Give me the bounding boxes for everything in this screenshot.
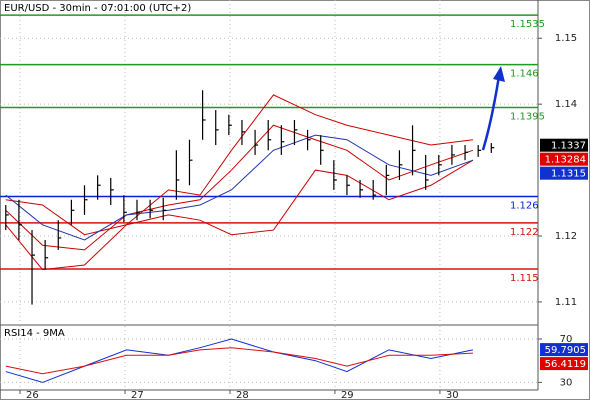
series-line <box>5 347 473 375</box>
x-tick-label: 29 <box>341 390 354 400</box>
price-tag <box>540 343 588 357</box>
series-line <box>5 159 474 271</box>
price-tag-label: 1.13284 <box>545 155 586 166</box>
rsi-title: RSI14 - 9MA <box>4 328 65 339</box>
series-line <box>5 124 474 251</box>
price-tag <box>540 357 588 371</box>
price-tag-label: 59.7905 <box>545 345 586 356</box>
y-tick-label: 70 <box>560 334 573 345</box>
y-tick-label: 1.11 <box>555 297 577 308</box>
series-line <box>5 134 474 241</box>
level-label: 1.1535 <box>510 19 545 30</box>
x-tick-label: 27 <box>131 390 144 400</box>
price-tag-label: 56.4119 <box>545 359 586 370</box>
price-tag-label: 1.1315 <box>551 169 586 180</box>
level-label: 1.146 <box>510 69 539 80</box>
x-tick-label: 28 <box>236 390 249 400</box>
level-label: 1.126 <box>510 200 539 211</box>
series-line <box>5 94 473 236</box>
price-tag <box>540 166 588 180</box>
y-tick-label: 30 <box>560 377 573 388</box>
x-tick-label: 30 <box>446 390 459 400</box>
y-tick-label: 1.12 <box>555 231 577 242</box>
level-label: 1.115 <box>510 273 539 284</box>
forecast-arrow <box>481 75 501 151</box>
y-tick-label: 1.15 <box>555 33 577 44</box>
y-tick-label: 1.14 <box>555 99 577 110</box>
forecast-arrow-head <box>493 66 505 82</box>
price-tag-label: 1.1337 <box>551 141 586 152</box>
price-tag <box>540 138 588 152</box>
level-label: 1.122 <box>510 227 539 238</box>
price-tag <box>540 152 588 166</box>
chart-title: EUR/USD - 30min - 07:01:00 (UTC+2) <box>4 3 191 14</box>
level-label: 1.1395 <box>510 111 545 122</box>
x-tick-label: 26 <box>26 390 39 400</box>
